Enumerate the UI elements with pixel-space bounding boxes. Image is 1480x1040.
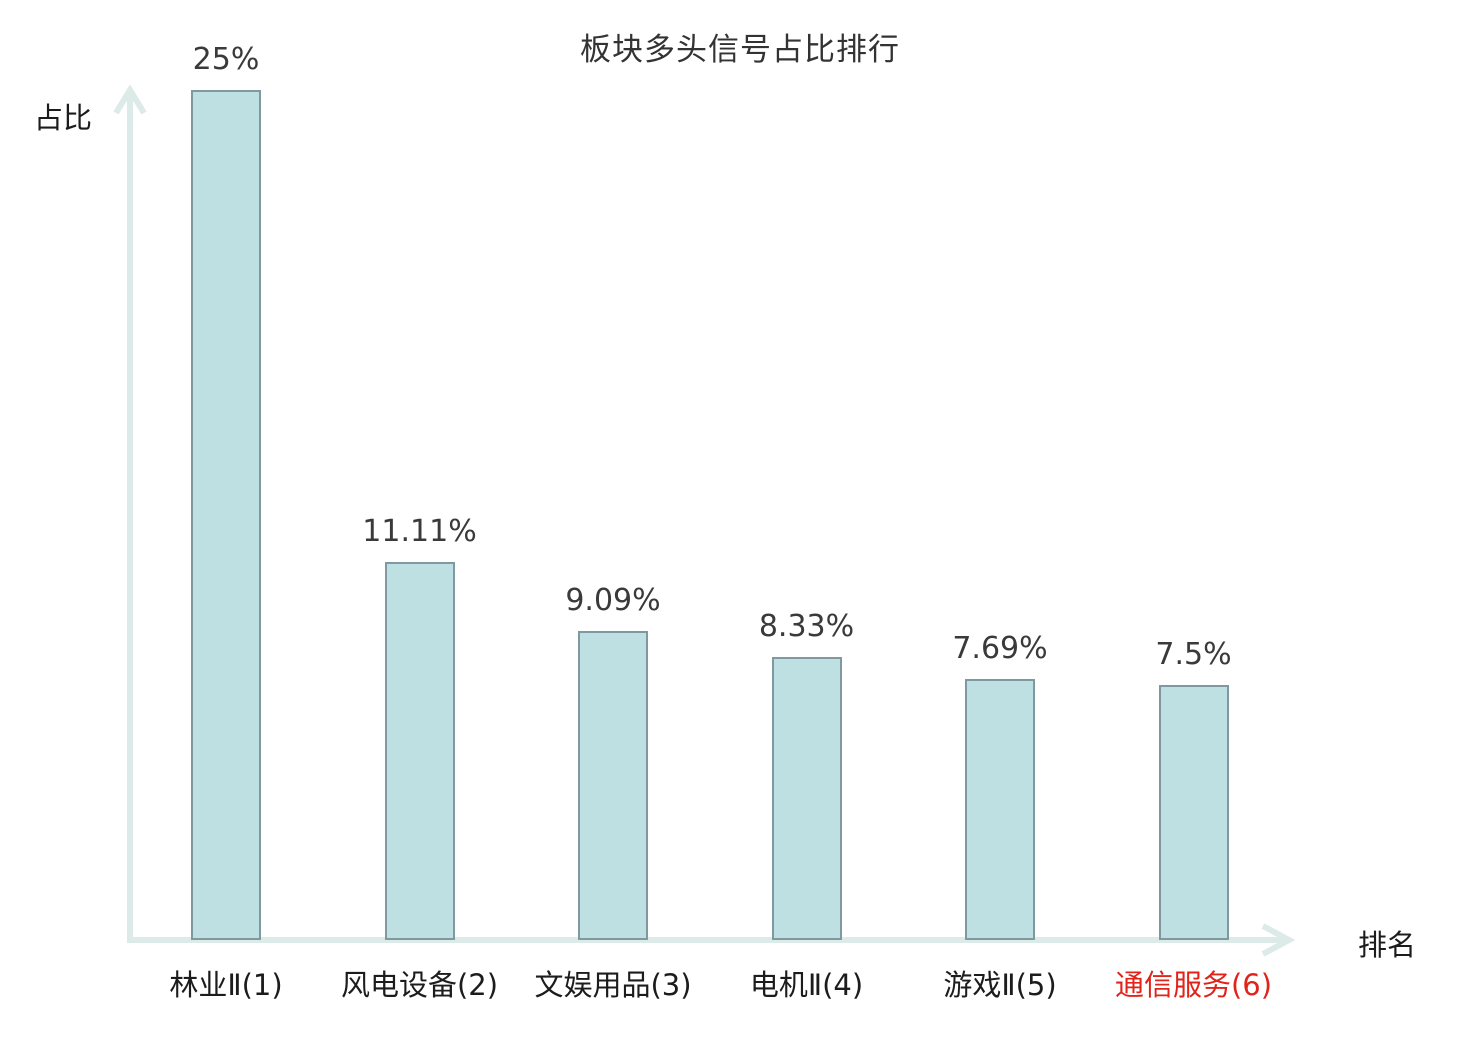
- bar: [771, 656, 842, 940]
- bar: [1158, 685, 1229, 940]
- category-label: 文娱用品(3): [534, 968, 692, 1002]
- bar: [578, 630, 648, 940]
- category-label: 通信服务(6): [1114, 968, 1273, 1002]
- y-axis-label: 占比: [34, 101, 93, 135]
- bar: [965, 678, 1035, 940]
- bar-value-label: 25%: [192, 42, 260, 77]
- bar-value-label: 7.69%: [952, 630, 1048, 666]
- x-axis: [127, 923, 1296, 957]
- bar-value-label: 7.5%: [1155, 637, 1232, 672]
- bar-value-label: 11.11%: [362, 514, 477, 550]
- x-axis-arrow-icon: [1261, 923, 1296, 957]
- bar: [191, 90, 261, 940]
- category-label: 风电设备(2): [340, 968, 499, 1002]
- y-axis: [113, 84, 147, 943]
- bar-value-label: 8.33%: [758, 608, 855, 644]
- chart-title: 板块多头信号占比排行: [580, 32, 900, 68]
- category-label: 电机Ⅱ(4): [749, 968, 864, 1002]
- bar: [384, 562, 455, 940]
- bar-value-label: 9.09%: [565, 582, 661, 618]
- y-axis-arrow-icon: [113, 84, 147, 115]
- category-label: 林业Ⅱ(1): [169, 968, 283, 1002]
- x-axis-label: 排名: [1358, 928, 1417, 962]
- category-label: 游戏Ⅱ(5): [943, 968, 1057, 1002]
